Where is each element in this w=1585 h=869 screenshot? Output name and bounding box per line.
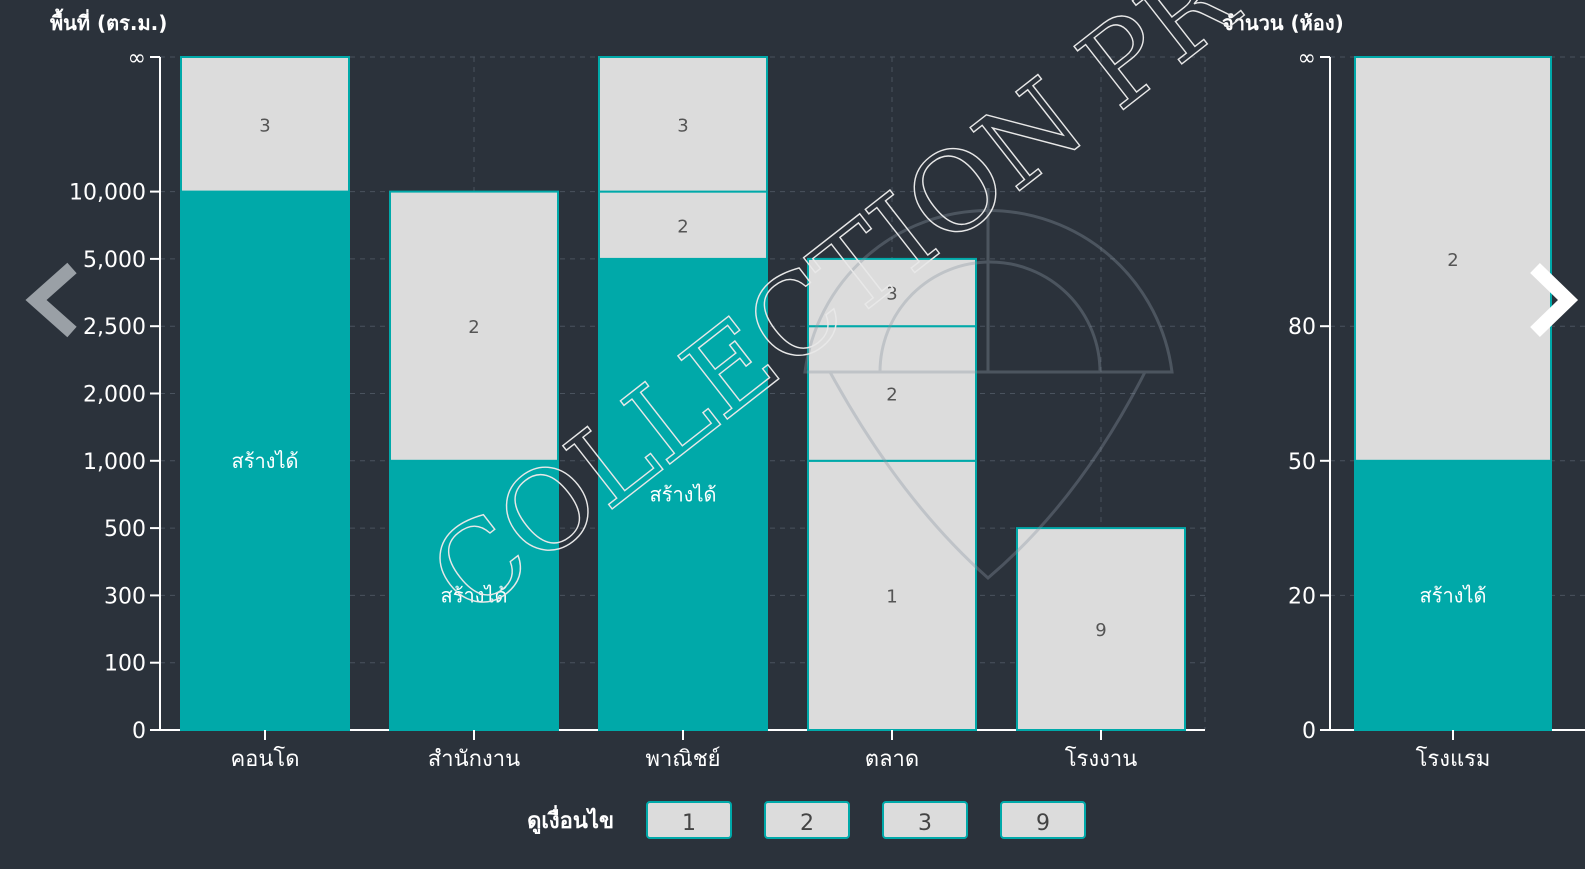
y-tick-label: 1,000 (83, 450, 146, 475)
segment-label: 2 (1447, 250, 1458, 271)
segment-label: 2 (886, 385, 897, 406)
next-arrow[interactable] (1530, 262, 1579, 338)
segment-label: 3 (886, 284, 897, 305)
y-tick-label: 2,000 (83, 383, 146, 408)
y-tick-label: ∞ (128, 46, 146, 71)
y-tick-label: ∞ (1298, 46, 1316, 71)
bar-segment (389, 190, 559, 462)
segment-label: สร้างได้ (1420, 583, 1487, 607)
y-tick-label: 500 (104, 517, 146, 542)
y-tick-label: 20 (1288, 584, 1316, 609)
condition-button[interactable] (882, 801, 968, 839)
x-tick-label: สำนักงาน (428, 747, 520, 772)
bar-segment (180, 190, 350, 732)
condition-bar: ดูเงื่อนไข 1 2 3 9 (527, 801, 1086, 839)
segment-label: 1 (886, 586, 897, 607)
conditions-label: ดูเงื่อนไข (527, 804, 614, 835)
bar-segment (598, 56, 768, 193)
x-tick-label: ตลาด (865, 747, 919, 772)
bar-segment (389, 459, 559, 731)
bar-segment (807, 459, 977, 731)
bar-segment (807, 325, 977, 462)
segment-label: 3 (259, 115, 270, 136)
condition-button[interactable] (1000, 801, 1086, 839)
x-tick-label: พาณิชย์ (645, 747, 720, 772)
prev-arrow[interactable] (25, 262, 77, 338)
bar-segment (598, 257, 768, 731)
x-tick-label: คอนโด (230, 746, 299, 772)
condition-button-label[interactable]: 9 (1036, 811, 1050, 836)
segment-label: 2 (677, 216, 688, 237)
x-tick-label: โรงงาน (1065, 746, 1138, 772)
segment-label: สร้างได้ (650, 482, 717, 506)
segment-label: สร้างได้ (441, 583, 508, 607)
chart-area: พื้นที่ (ตร.ม.) 0 100 300 500 1,000 2,000 2,500… (50, 8, 1206, 772)
y-tick-label: 300 (104, 584, 146, 609)
segment-label: 2 (468, 317, 479, 338)
condition-button-label[interactable]: 1 (682, 811, 696, 836)
bar-segment (1354, 56, 1552, 462)
y-tick-label: 0 (1302, 719, 1316, 744)
segment-label: 3 (677, 115, 688, 136)
bar-segment (598, 190, 768, 260)
bar-segment (1016, 527, 1186, 731)
y-tick-label: 80 (1288, 315, 1316, 340)
y-tick-label: 100 (104, 652, 146, 677)
chart-area: จำนวน (ห้อง) 0 20 50 80 ∞ สร้างได้ 2 โรงแรม (1222, 11, 1585, 772)
x-tick-label: โรงแรม (1416, 746, 1491, 772)
y-tick-label: 5,000 (83, 248, 146, 273)
condition-button-label[interactable]: 2 (800, 811, 814, 836)
y-axis-title: พื้นที่ (ตร.ม.) (50, 8, 167, 35)
y-tick-label: 2,500 (83, 315, 146, 340)
segment-label: 9 (1095, 620, 1106, 641)
segment-label: สร้างได้ (232, 449, 299, 473)
bar-segment (807, 257, 977, 328)
y-tick-label: 0 (132, 719, 146, 744)
y-tick-label: 10,000 (69, 181, 146, 206)
condition-button-label[interactable]: 3 (918, 811, 932, 836)
bar-segment (180, 56, 350, 193)
y-tick-label: 50 (1288, 450, 1316, 475)
condition-button[interactable] (646, 801, 732, 839)
y-axis-title: จำนวน (ห้อง) (1222, 11, 1344, 35)
watermark-logo (803, 188, 1174, 580)
condition-button[interactable] (764, 801, 850, 839)
